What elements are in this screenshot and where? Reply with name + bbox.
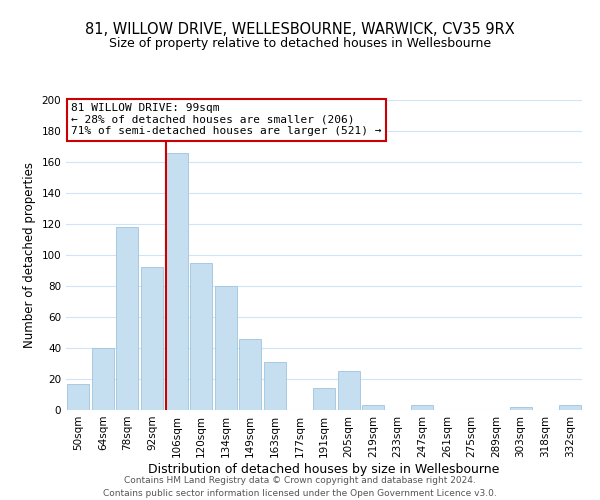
Bar xyxy=(141,268,163,410)
Bar xyxy=(313,388,335,410)
Bar xyxy=(166,152,188,410)
Text: Contains HM Land Registry data © Crown copyright and database right 2024.
Contai: Contains HM Land Registry data © Crown c… xyxy=(103,476,497,498)
Text: 81, WILLOW DRIVE, WELLESBOURNE, WARWICK, CV35 9RX: 81, WILLOW DRIVE, WELLESBOURNE, WARWICK,… xyxy=(85,22,515,38)
Bar xyxy=(67,384,89,410)
Bar xyxy=(411,406,433,410)
Bar xyxy=(239,338,262,410)
Bar xyxy=(92,348,114,410)
Bar xyxy=(338,371,359,410)
Bar xyxy=(264,362,286,410)
Bar xyxy=(559,406,581,410)
Bar xyxy=(116,227,139,410)
Text: 81 WILLOW DRIVE: 99sqm
← 28% of detached houses are smaller (206)
71% of semi-de: 81 WILLOW DRIVE: 99sqm ← 28% of detached… xyxy=(71,103,382,136)
Bar xyxy=(509,407,532,410)
Bar xyxy=(215,286,237,410)
Bar xyxy=(190,263,212,410)
Y-axis label: Number of detached properties: Number of detached properties xyxy=(23,162,36,348)
Text: Size of property relative to detached houses in Wellesbourne: Size of property relative to detached ho… xyxy=(109,38,491,51)
X-axis label: Distribution of detached houses by size in Wellesbourne: Distribution of detached houses by size … xyxy=(148,462,500,475)
Bar xyxy=(362,406,384,410)
